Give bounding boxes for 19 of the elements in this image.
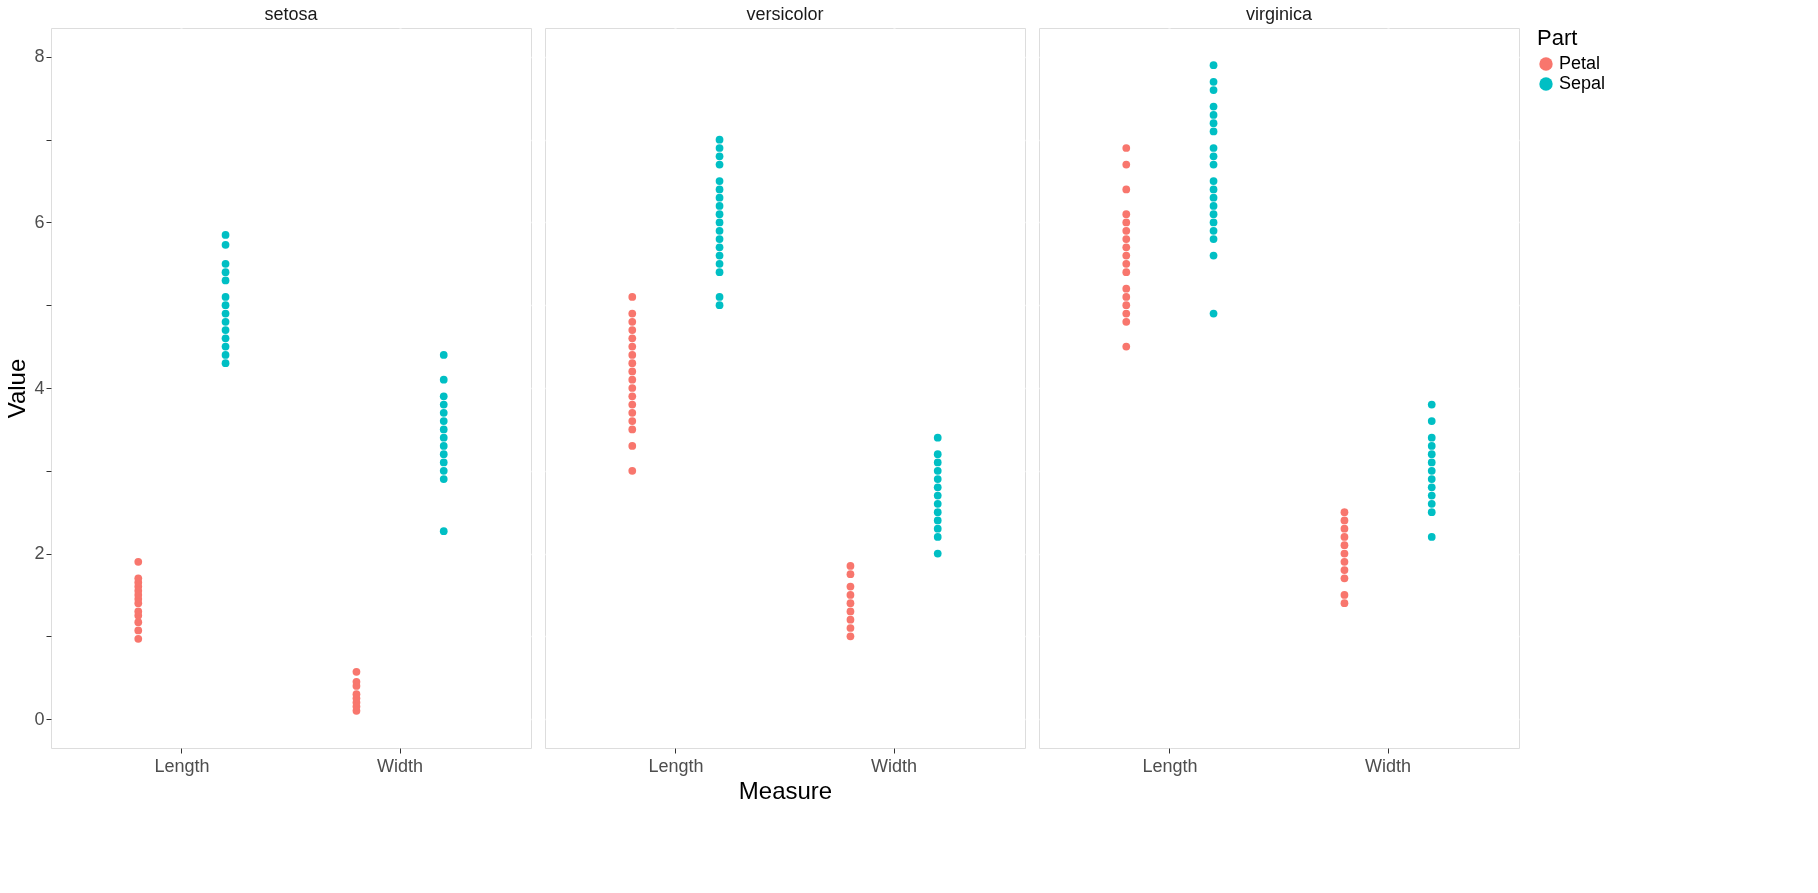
- legend-label: Petal: [1559, 53, 1601, 73]
- y-axis-title: Value: [3, 358, 31, 419]
- chart-title: setosa: [264, 4, 319, 24]
- y-tick-label: 4: [34, 377, 45, 398]
- legend-label: Sepal: [1559, 73, 1606, 93]
- chart-title: versicolor: [746, 4, 824, 24]
- legend-title: Part: [1537, 25, 1578, 50]
- x-tick-label: Length: [1142, 755, 1198, 776]
- x-tick-label: Width: [1365, 755, 1412, 776]
- y-tick-label: 6: [34, 211, 45, 232]
- x-axis-title: Measure: [738, 776, 833, 804]
- y-tick-label: 0: [34, 708, 45, 729]
- x-tick-label: Length: [648, 755, 704, 776]
- y-tick-label: 2: [34, 543, 45, 564]
- y-tick-label: 8: [34, 46, 45, 67]
- x-tick-label: Length: [154, 755, 210, 776]
- chart-title: virginica: [1245, 4, 1313, 24]
- x-tick-label: Width: [377, 755, 424, 776]
- x-tick-label: Width: [871, 755, 918, 776]
